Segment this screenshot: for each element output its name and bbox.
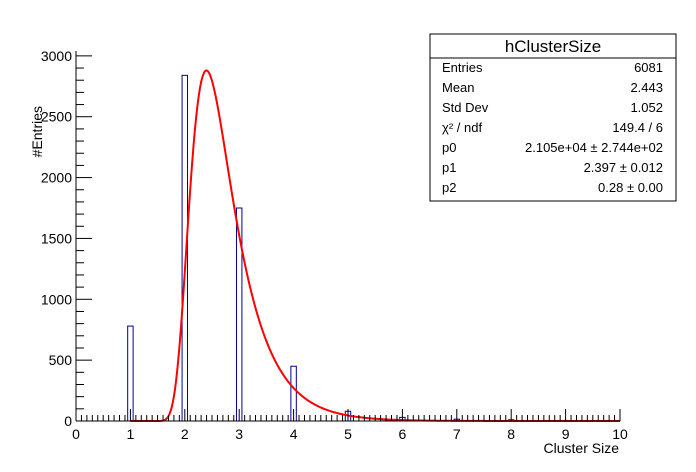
stats-box: hClusterSize Entries 6081 Mean 2.443 Std Dev… — [429, 33, 677, 202]
stats-row-label: Std Dev — [442, 100, 489, 115]
y-tick-label: 2000 — [41, 170, 72, 186]
stats-row-label: p2 — [442, 180, 456, 195]
x-tick-label: 10 — [612, 426, 628, 442]
stats-box-title: hClusterSize — [505, 37, 601, 56]
y-tick-label: 0 — [64, 413, 72, 429]
y-tick-label: 3000 — [41, 48, 72, 64]
stats-row-label: χ² / ndf — [442, 120, 482, 135]
x-tick-label: 4 — [290, 426, 298, 442]
y-tick-label: 1000 — [41, 291, 72, 307]
x-tick-label: 6 — [399, 426, 407, 442]
y-axis-title: #Entries — [29, 106, 45, 157]
stats-row-label: Entries — [442, 60, 483, 75]
stats-row-label: p0 — [442, 140, 456, 155]
stats-row-value: 2.443 — [630, 80, 663, 95]
y-tick-label: 500 — [49, 352, 73, 368]
x-tick-label: 5 — [344, 426, 352, 442]
stats-row-label: Mean — [442, 80, 475, 95]
x-tick-label: 0 — [72, 426, 80, 442]
x-tick-label: 7 — [453, 426, 461, 442]
x-tick-label: 2 — [181, 426, 189, 442]
x-axis-title: Cluster Size — [544, 440, 620, 456]
y-tick-label: 1500 — [41, 230, 72, 246]
axes — [75, 51, 621, 422]
stats-row-value: 2.397 ± 0.012 — [584, 160, 663, 175]
stats-row-value: 149.4 / 6 — [612, 120, 663, 135]
stats-rows: Entries 6081 Mean 2.443 Std Dev 1.052 χ² / ndf… — [442, 60, 663, 195]
y-tick-label: 2500 — [41, 109, 72, 125]
x-tick-label: 8 — [507, 426, 515, 442]
x-tick-label: 9 — [562, 426, 570, 442]
stats-box-frame — [429, 33, 677, 202]
stats-row-value: 0.28 ± 0.00 — [598, 180, 663, 195]
stats-row-label: p1 — [442, 160, 456, 175]
stats-row-value: 2.105e+04 ± 2.744e+02 — [525, 140, 663, 155]
stats-row-value: 6081 — [634, 60, 663, 75]
histogram-bar — [127, 325, 134, 422]
tick-labels: 0 1 2 3 4 5 6 7 8 9 10 0 500 1000 1500 2000 2500 3000 — [41, 48, 628, 442]
x-tick-label: 3 — [235, 426, 243, 442]
x-tick-label: 1 — [127, 426, 135, 442]
stats-row-value: 1.052 — [630, 100, 663, 115]
